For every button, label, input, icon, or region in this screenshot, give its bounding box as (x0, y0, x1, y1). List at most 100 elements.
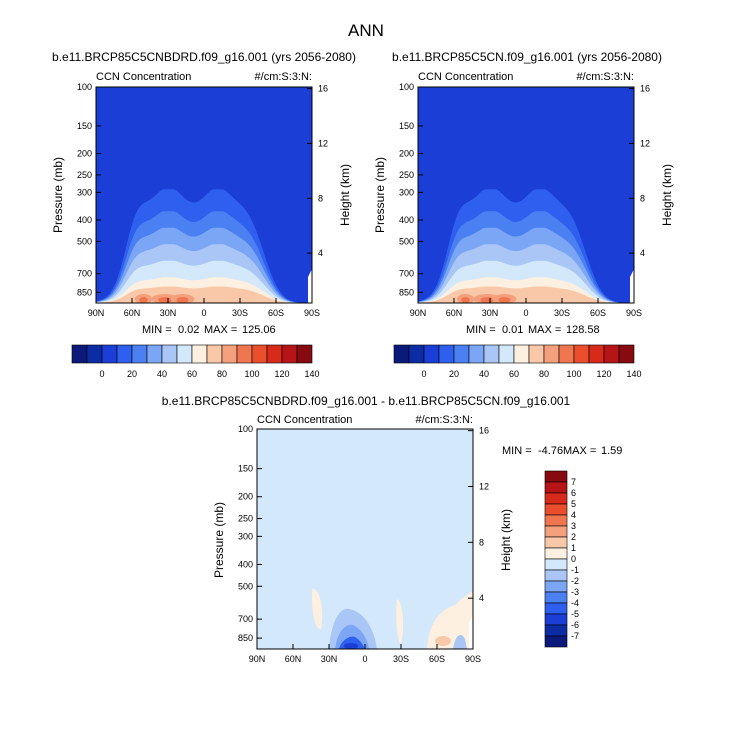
colorbar-label: 120 (596, 369, 611, 379)
contour-max (139, 297, 148, 303)
x-tick-label: 90S (465, 654, 481, 664)
colorbar-box (544, 602, 568, 615)
y-tick-label: 500 (399, 236, 414, 246)
panel-difference-min-label: MIN = (502, 445, 532, 457)
x-tick-label: 90N (249, 654, 266, 664)
y2-tick-label: 12 (479, 481, 489, 491)
colorbar-label: 1 (571, 543, 576, 553)
panel-left-max-label: MAX = (204, 324, 237, 336)
colorbar-label: 140 (304, 369, 319, 379)
colorbar-box (176, 344, 193, 364)
colorbar-label: -5 (571, 609, 579, 619)
y2-tick-label: 16 (318, 84, 328, 94)
panel-right-colorbar: 0 20 40 60 80 100 120 140 (393, 344, 642, 379)
colorbar-label: -3 (571, 587, 579, 597)
panel-left-max-value: 125.06 (242, 324, 276, 336)
x-tick-label: 60S (590, 308, 606, 318)
colorbar-box (221, 344, 238, 364)
x-tick-label: 0 (201, 308, 206, 318)
colorbar-box (296, 344, 313, 364)
y2-tick-label: 12 (640, 138, 650, 148)
colorbar-label: 40 (479, 369, 489, 379)
colorbar-box (423, 344, 440, 364)
colorbar-box (618, 344, 635, 364)
colorbar-box (281, 344, 298, 364)
topography-mask (308, 269, 312, 303)
x-tick-label: 60N (446, 308, 463, 318)
y2-tick-label: 16 (640, 84, 650, 94)
panel-right-max-label: MAX = (528, 324, 561, 336)
y-tick-label: 100 (238, 424, 253, 434)
colorbar-box (544, 624, 568, 637)
colorbar-box (236, 344, 253, 364)
colorbar-box (544, 569, 568, 582)
colorbar-box (191, 344, 208, 364)
y-tick-label: 850 (399, 287, 414, 297)
x-tick-label: 30N (160, 308, 177, 318)
x-tick-label: 30S (554, 308, 570, 318)
colorbar-box (206, 344, 223, 364)
y2-tick-label: 4 (640, 248, 645, 258)
y-tick-label: 250 (77, 170, 92, 180)
topography-mask (469, 615, 473, 649)
panel-left-title: b.e11.BRCP85C5CNBDRD.f09_g16.001 (yrs 20… (52, 50, 356, 64)
colorbar-label: -2 (571, 576, 579, 586)
y2-tick-label: 4 (479, 593, 484, 603)
panel-right-max-value: 128.58 (566, 324, 600, 336)
x-tick-label: 90S (626, 308, 642, 318)
colorbar-label: 7 (571, 477, 576, 487)
x-tick-label: 90N (410, 308, 427, 318)
y-tick-label: 100 (399, 82, 414, 92)
y-tick-label: 400 (399, 215, 414, 225)
y-tick-label: 100 (77, 82, 92, 92)
y-tick-label: 200 (77, 149, 92, 159)
x-tick-label: 60S (268, 308, 284, 318)
panel-right-y2label: Height (km) (660, 164, 674, 226)
colorbar-label: 140 (626, 369, 641, 379)
panel-difference-background (257, 429, 473, 649)
colorbar-box (468, 344, 485, 364)
colorbar-box (544, 492, 568, 505)
panel-difference-ylabel: Pressure (mb) (212, 502, 226, 578)
panel-right: b.e11.BRCP85C5CN.f09_g16.001 (yrs 2056-2… (373, 50, 674, 379)
colorbar-label: -7 (571, 631, 579, 641)
contour-max (176, 297, 189, 303)
panel-difference-min-value: -4.76 (538, 445, 563, 457)
y-tick-label: 500 (77, 236, 92, 246)
colorbar-box (588, 344, 605, 364)
panel-left-y2label: Height (km) (338, 164, 352, 226)
colorbar-box (513, 344, 530, 364)
y-tick-label: 300 (399, 187, 414, 197)
x-tick-label: 60N (124, 308, 141, 318)
colorbar-label: 120 (274, 369, 289, 379)
colorbar-label: 20 (449, 369, 459, 379)
colorbar-label: 100 (566, 369, 581, 379)
panel-difference: b.e11.BRCP85C5CNBDRD.f09_g16.001 - b.e11… (162, 394, 623, 664)
y-tick-label: 200 (399, 149, 414, 159)
y-tick-label: 850 (77, 287, 92, 297)
panel-difference-variable: CCN Concentration (257, 414, 352, 426)
panel-right-min-value: 0.01 (502, 324, 523, 336)
y-tick-label: 250 (399, 170, 414, 180)
colorbar-box (544, 580, 568, 593)
colorbar-box (483, 344, 500, 364)
x-tick-label: 0 (362, 654, 367, 664)
colorbar-box (544, 536, 568, 549)
y2-tick-label: 12 (318, 138, 328, 148)
figure-title: ANN (348, 21, 384, 40)
colorbar-label: 40 (157, 369, 167, 379)
colorbar-label: 5 (571, 499, 576, 509)
panel-difference-max-value: 1.59 (601, 445, 622, 457)
colorbar-box (544, 591, 568, 604)
contour-max (461, 297, 470, 303)
y2-tick-label: 8 (479, 537, 484, 547)
panel-left-variable: CCN Concentration (96, 71, 191, 83)
colorbar-box (116, 344, 133, 364)
colorbar-box (71, 344, 88, 364)
x-tick-label: 0 (523, 308, 528, 318)
y-tick-label: 300 (238, 531, 253, 541)
panel-right-field (418, 87, 634, 303)
diff-positive-patch (311, 588, 323, 630)
y-tick-label: 700 (238, 614, 253, 624)
